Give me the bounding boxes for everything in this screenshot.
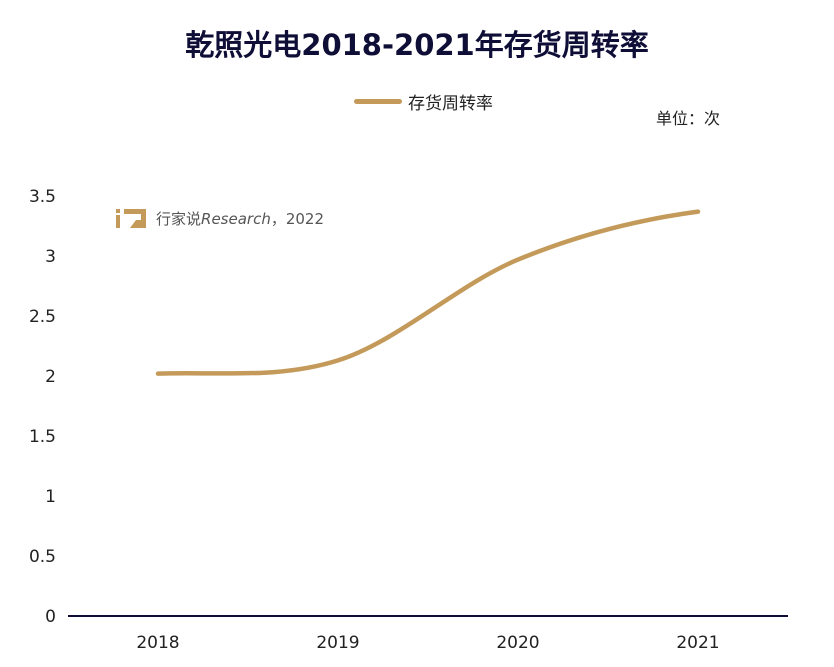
- y-tick-label: 3.5: [29, 187, 56, 207]
- watermark: 行家说Research，2022: [116, 206, 324, 230]
- legend-swatch: [354, 98, 402, 104]
- watermark-suffix: ，2022: [270, 209, 325, 228]
- x-tick-label: 2020: [496, 633, 539, 653]
- watermark-research: Research: [201, 209, 271, 228]
- x-tick-label: 2021: [676, 633, 719, 653]
- series-line[interactable]: [155, 209, 701, 376]
- chart-title: 乾照光电2018-2021年存货周转率: [185, 28, 649, 62]
- y-tick-label: 2.5: [29, 307, 56, 327]
- y-tick-label: 1.5: [29, 427, 56, 447]
- y-tick-label: 0: [45, 607, 56, 627]
- legend-label: 存货周转率: [408, 93, 493, 114]
- unit-label: 单位：次: [656, 109, 721, 128]
- x-tick-label: 2019: [316, 633, 359, 653]
- y-tick-label: 0.5: [29, 547, 56, 567]
- watermark-text: 行家说Research，2022: [156, 208, 324, 229]
- watermark-brand: 行家说: [156, 209, 202, 228]
- y-axis-ticks: 0 0.5 1 1.5 2 2.5 3 3.5: [29, 187, 56, 627]
- y-tick-label: 3: [45, 247, 56, 267]
- x-axis-ticks: 2018 2019 2020 2021: [136, 633, 719, 653]
- y-tick-label: 1: [45, 487, 56, 507]
- hangjiashuo-logo-icon: [116, 209, 146, 228]
- x-tick-label: 2018: [136, 633, 179, 653]
- legend[interactable]: 存货周转率: [354, 88, 493, 114]
- y-tick-label: 2: [45, 367, 56, 387]
